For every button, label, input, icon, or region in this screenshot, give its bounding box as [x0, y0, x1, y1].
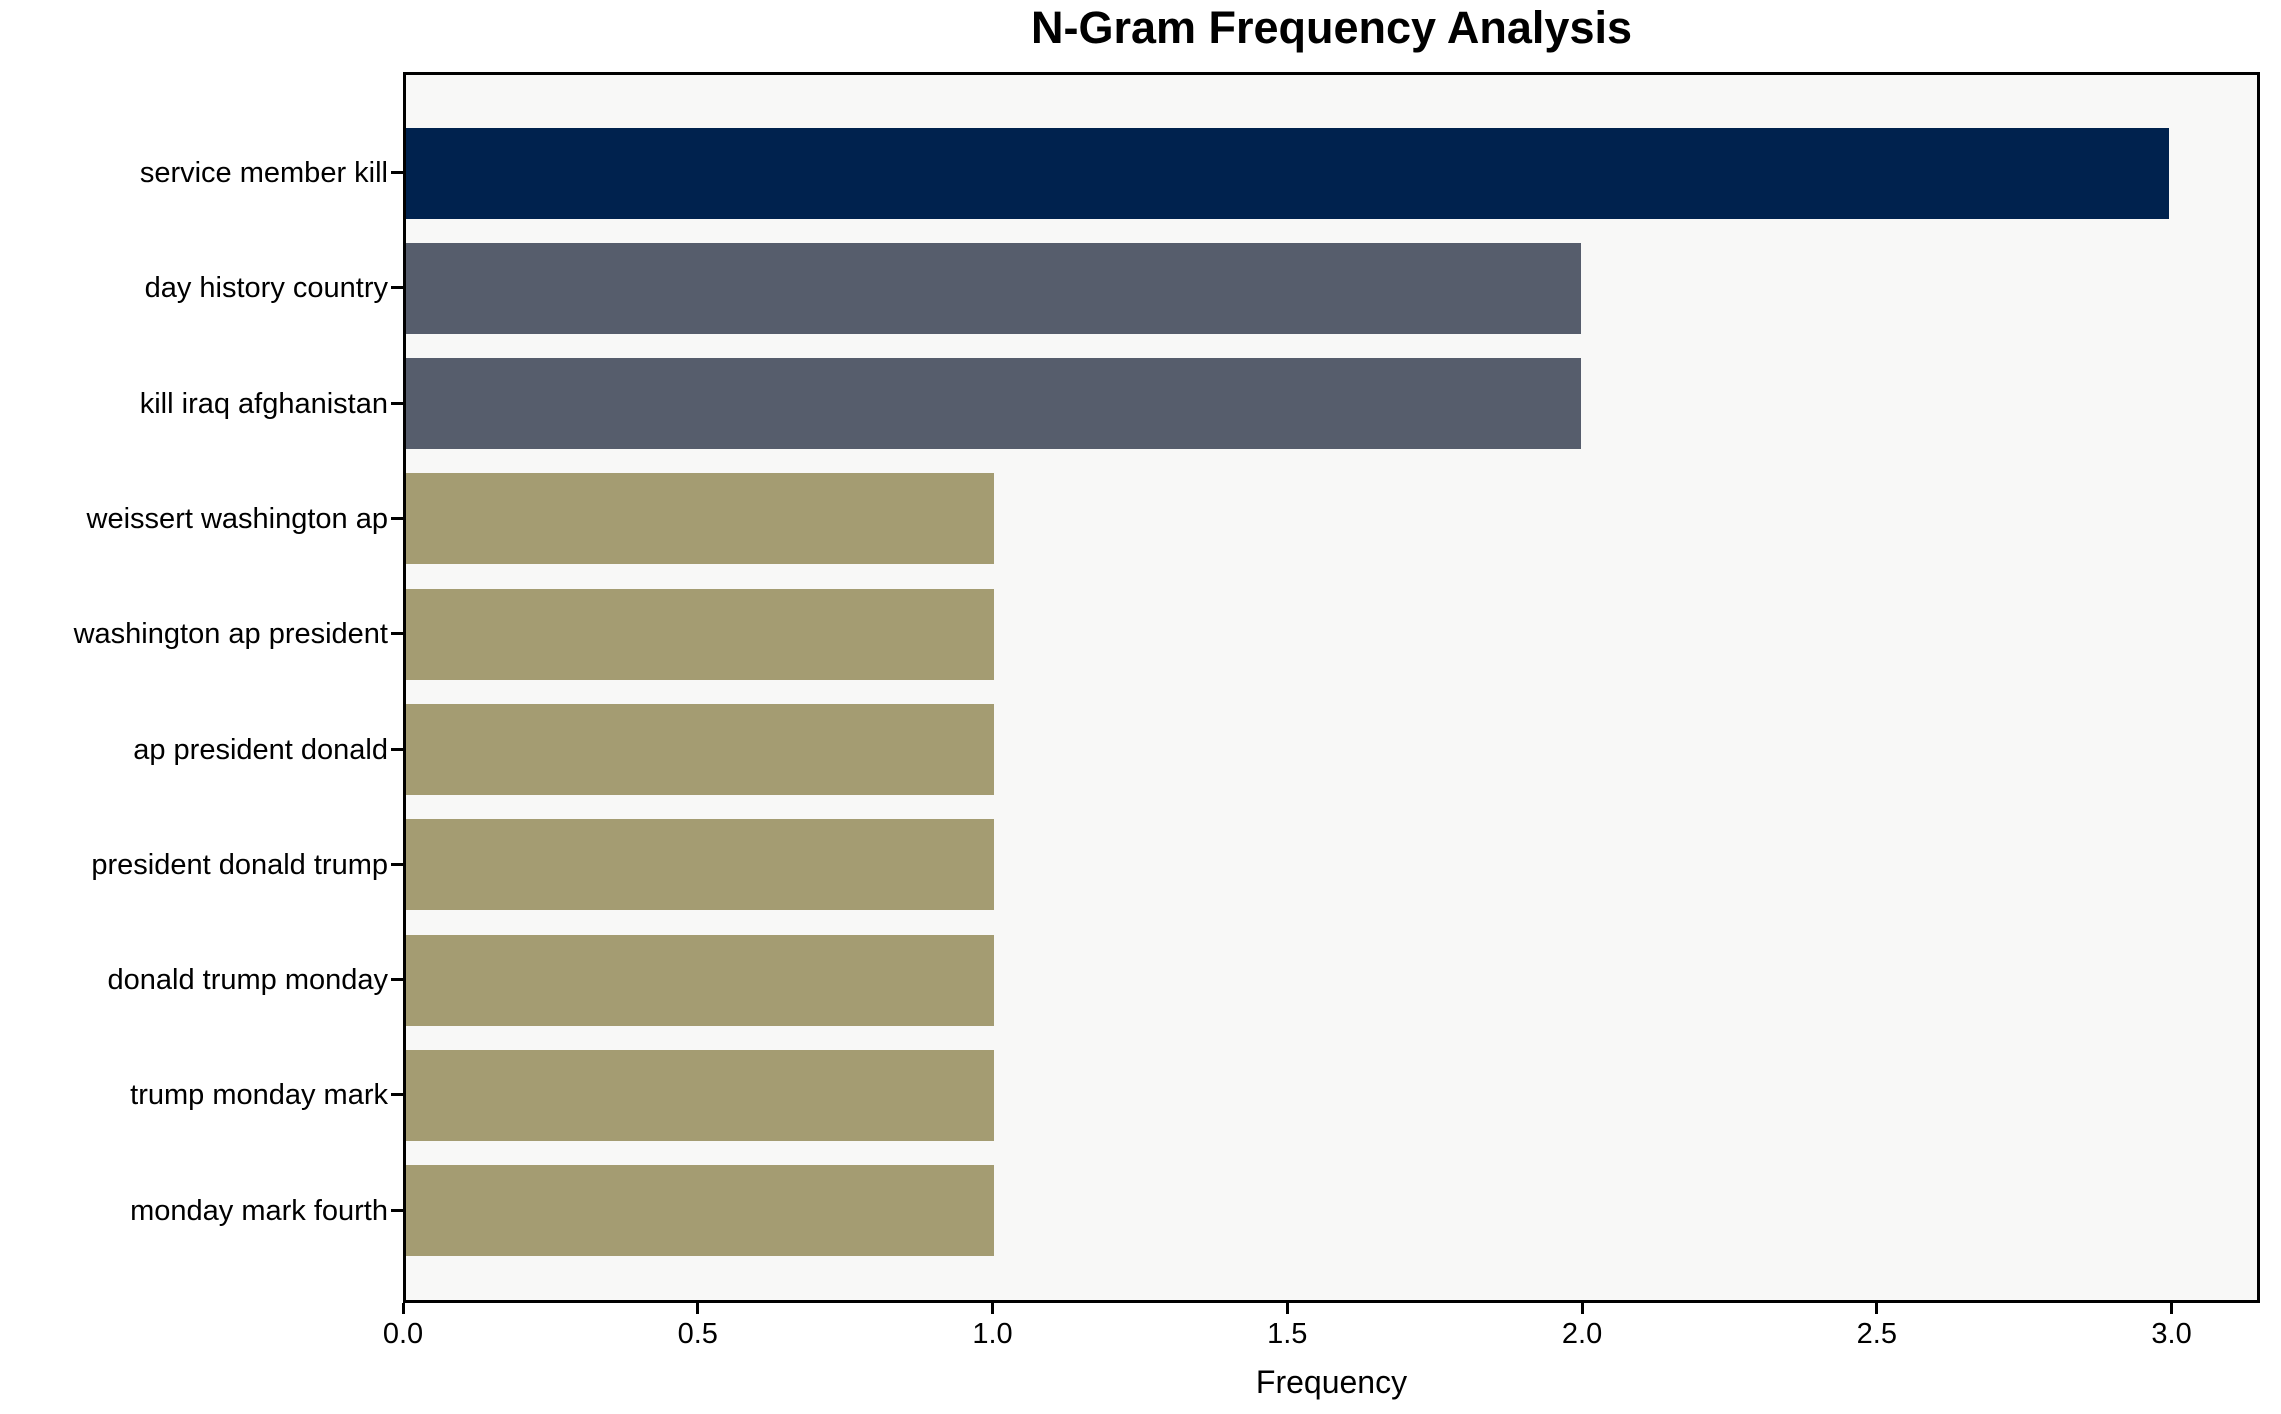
y-tick-mark [391, 171, 403, 174]
x-tick-mark [696, 1303, 700, 1314]
bar [406, 1165, 994, 1257]
y-tick-mark [391, 632, 403, 636]
y-tick-mark [391, 1208, 403, 1212]
y-tick-label: service member kill [139, 157, 388, 189]
bar [406, 819, 994, 911]
x-tick-mark [1875, 1303, 1879, 1314]
y-tick-label: monday mark fourth [130, 1194, 388, 1227]
x-tick-label: 1.5 [1267, 1318, 1308, 1350]
y-tick-label: ap president donald [133, 733, 388, 766]
y-tick-mark [391, 516, 403, 520]
x-tick-label: 2.5 [1856, 1318, 1897, 1350]
y-tick-label: donald trump monday [107, 964, 389, 997]
bar [406, 358, 1581, 450]
y-tick-label: trump monday mark [130, 1079, 388, 1112]
x-tick-mark [1285, 1303, 1289, 1314]
x-tick-mark [991, 1303, 995, 1314]
y-tick-label: president donald trump [91, 848, 388, 881]
y-tick-mark [391, 401, 403, 405]
bar [406, 588, 994, 680]
x-tick-mark [1580, 1303, 1584, 1314]
y-tick-label: washington ap president [73, 618, 388, 651]
x-tick-label: 3.0 [2151, 1318, 2192, 1350]
bar [406, 473, 994, 565]
y-tick-mark [391, 862, 403, 866]
x-tick-label: 2.0 [1561, 1318, 1603, 1350]
y-tick-label: day history country [144, 272, 388, 305]
y-tick-mark [391, 978, 403, 982]
x-tick-label: 1.0 [972, 1318, 1013, 1350]
y-tick-label: kill iraq afghanistan [139, 387, 388, 420]
bar [406, 127, 2169, 219]
bar [406, 934, 994, 1026]
x-tick-mark [401, 1303, 405, 1314]
x-tick-mark [2170, 1303, 2174, 1314]
y-tick-mark [391, 286, 403, 290]
y-tick-mark [391, 1093, 403, 1097]
plot-area [403, 72, 2260, 1303]
x-tick-label: 0.5 [677, 1318, 718, 1350]
x-axis-label: Frequency [1255, 1364, 1408, 1400]
bar [406, 704, 994, 795]
bar [406, 242, 1581, 334]
x-tick-label: 0.0 [382, 1318, 424, 1350]
y-tick-label: weissert washington ap [86, 502, 388, 535]
bar [406, 1049, 994, 1141]
y-tick-mark [391, 747, 403, 751]
chart-title: N-Gram Frequency Analysis [1030, 2, 1633, 53]
